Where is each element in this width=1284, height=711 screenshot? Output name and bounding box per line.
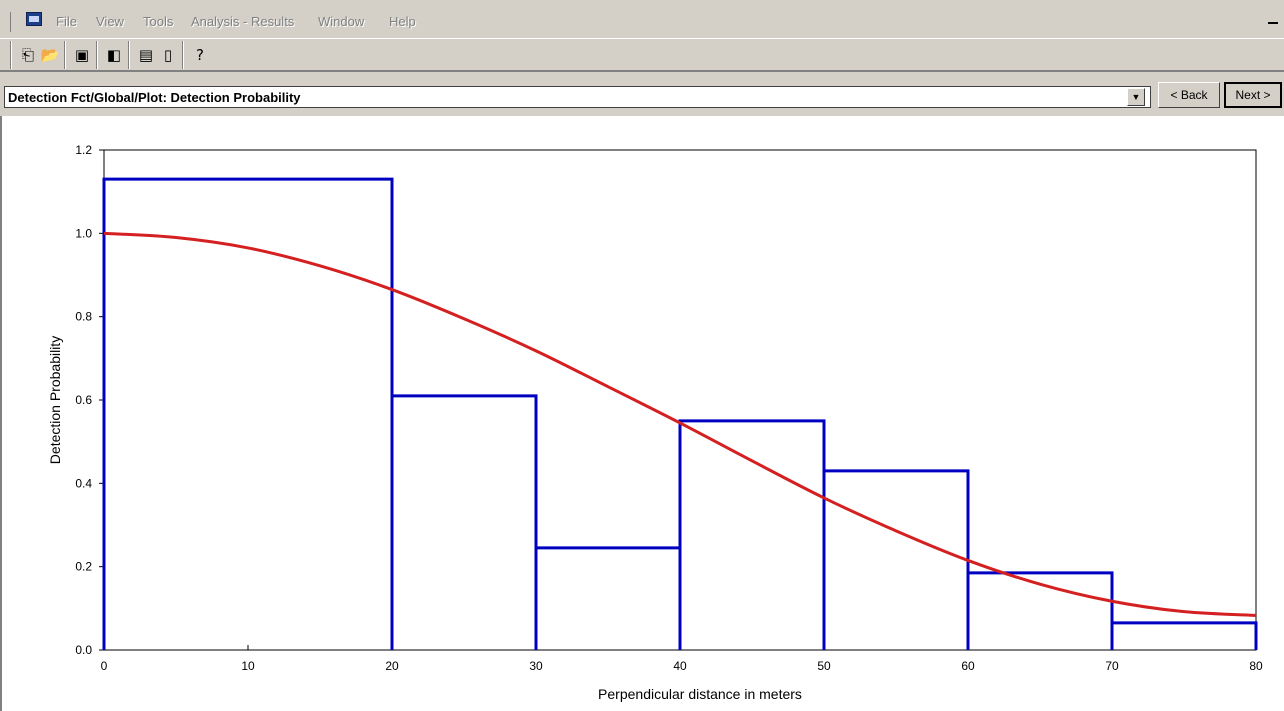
menu-bar-grip (10, 12, 11, 32)
column-icon[interactable]: ▯ (163, 46, 173, 64)
x-tick-label: 40 (673, 659, 687, 673)
open-icon[interactable]: ⎗ (21, 46, 34, 64)
plot-panel (0, 116, 1284, 711)
minimize-icon[interactable] (1268, 22, 1278, 24)
toolbar-separator (10, 41, 12, 69)
detection-function-curve (103, 231, 1257, 617)
menu-window[interactable]: Window (318, 14, 365, 29)
y-tick-label: 0.8 (75, 310, 92, 324)
y-tick-label: 0.2 (75, 560, 92, 574)
app-icon[interactable] (26, 12, 42, 26)
x-tick-label: 70 (1105, 659, 1119, 673)
histogram-bar (390, 394, 538, 650)
view-path-label: Detection Fct/Global/Plot: Detection Pro… (8, 90, 301, 105)
analysis-icon[interactable]: ▤ (138, 46, 154, 64)
x-tick-label: 20 (385, 659, 399, 673)
folder-open-icon[interactable]: 📂 (40, 46, 60, 64)
y-tick-label: 0.0 (75, 643, 92, 657)
navigation-bar: Detection Fct/Global/Plot: Detection Pro… (0, 70, 1284, 116)
toolbar-separator (182, 41, 184, 69)
view-path-select[interactable]: Detection Fct/Global/Plot: Detection Pro… (4, 86, 1151, 108)
x-tick-label: 30 (529, 659, 543, 673)
y-tick-label: 1.2 (75, 143, 92, 157)
menu-view[interactable]: View (96, 14, 124, 29)
save-icon[interactable]: ▣ (74, 46, 90, 64)
toolbar: ⎗ 📂 ▣ ◧ ▤ ▯ ? (0, 38, 1284, 70)
menu-bar: File View Tools Analysis - Results Windo… (0, 0, 1284, 38)
histogram-bar (1110, 621, 1258, 650)
histogram-bar (966, 571, 1114, 650)
menu-tools[interactable]: Tools (143, 14, 174, 29)
x-axis-title: Perpendicular distance in meters (598, 686, 802, 702)
next-button[interactable]: Next > (1224, 82, 1282, 108)
toolbar-separator (96, 41, 98, 69)
y-tick-label: 1.0 (75, 226, 92, 240)
briefcase-icon[interactable]: ◧ (106, 46, 122, 64)
histogram-bar (822, 469, 970, 650)
x-tick-label: 60 (961, 659, 975, 673)
y-axis-title: Detection Probability (47, 336, 63, 464)
histogram-bar (678, 419, 826, 650)
x-tick-label: 0 (101, 659, 108, 673)
help-icon[interactable]: ? (196, 46, 204, 64)
menu-file[interactable]: File (56, 14, 77, 29)
y-tick-label: 0.4 (75, 476, 92, 490)
x-tick-label: 80 (1249, 659, 1263, 673)
x-tick-label: 50 (817, 659, 831, 673)
back-button[interactable]: < Back (1158, 82, 1220, 108)
detection-probability-chart: 0.0 0.2 0.4 0.6 0.8 1.0 1.2 0 10 20 30 40 50 60 70 80 Pe… (47, 143, 1263, 702)
toolbar-separator (64, 41, 66, 69)
toolbar-separator (128, 41, 130, 69)
y-tick-label: 0.6 (75, 393, 92, 407)
x-tick-label: 10 (241, 659, 255, 673)
menu-analysis-results[interactable]: Analysis - Results (191, 14, 295, 29)
menu-help[interactable]: Help (389, 14, 416, 29)
dropdown-arrow-icon[interactable]: ▼ (1127, 88, 1145, 106)
histogram-bar (534, 546, 682, 650)
histogram-bar (102, 177, 394, 650)
